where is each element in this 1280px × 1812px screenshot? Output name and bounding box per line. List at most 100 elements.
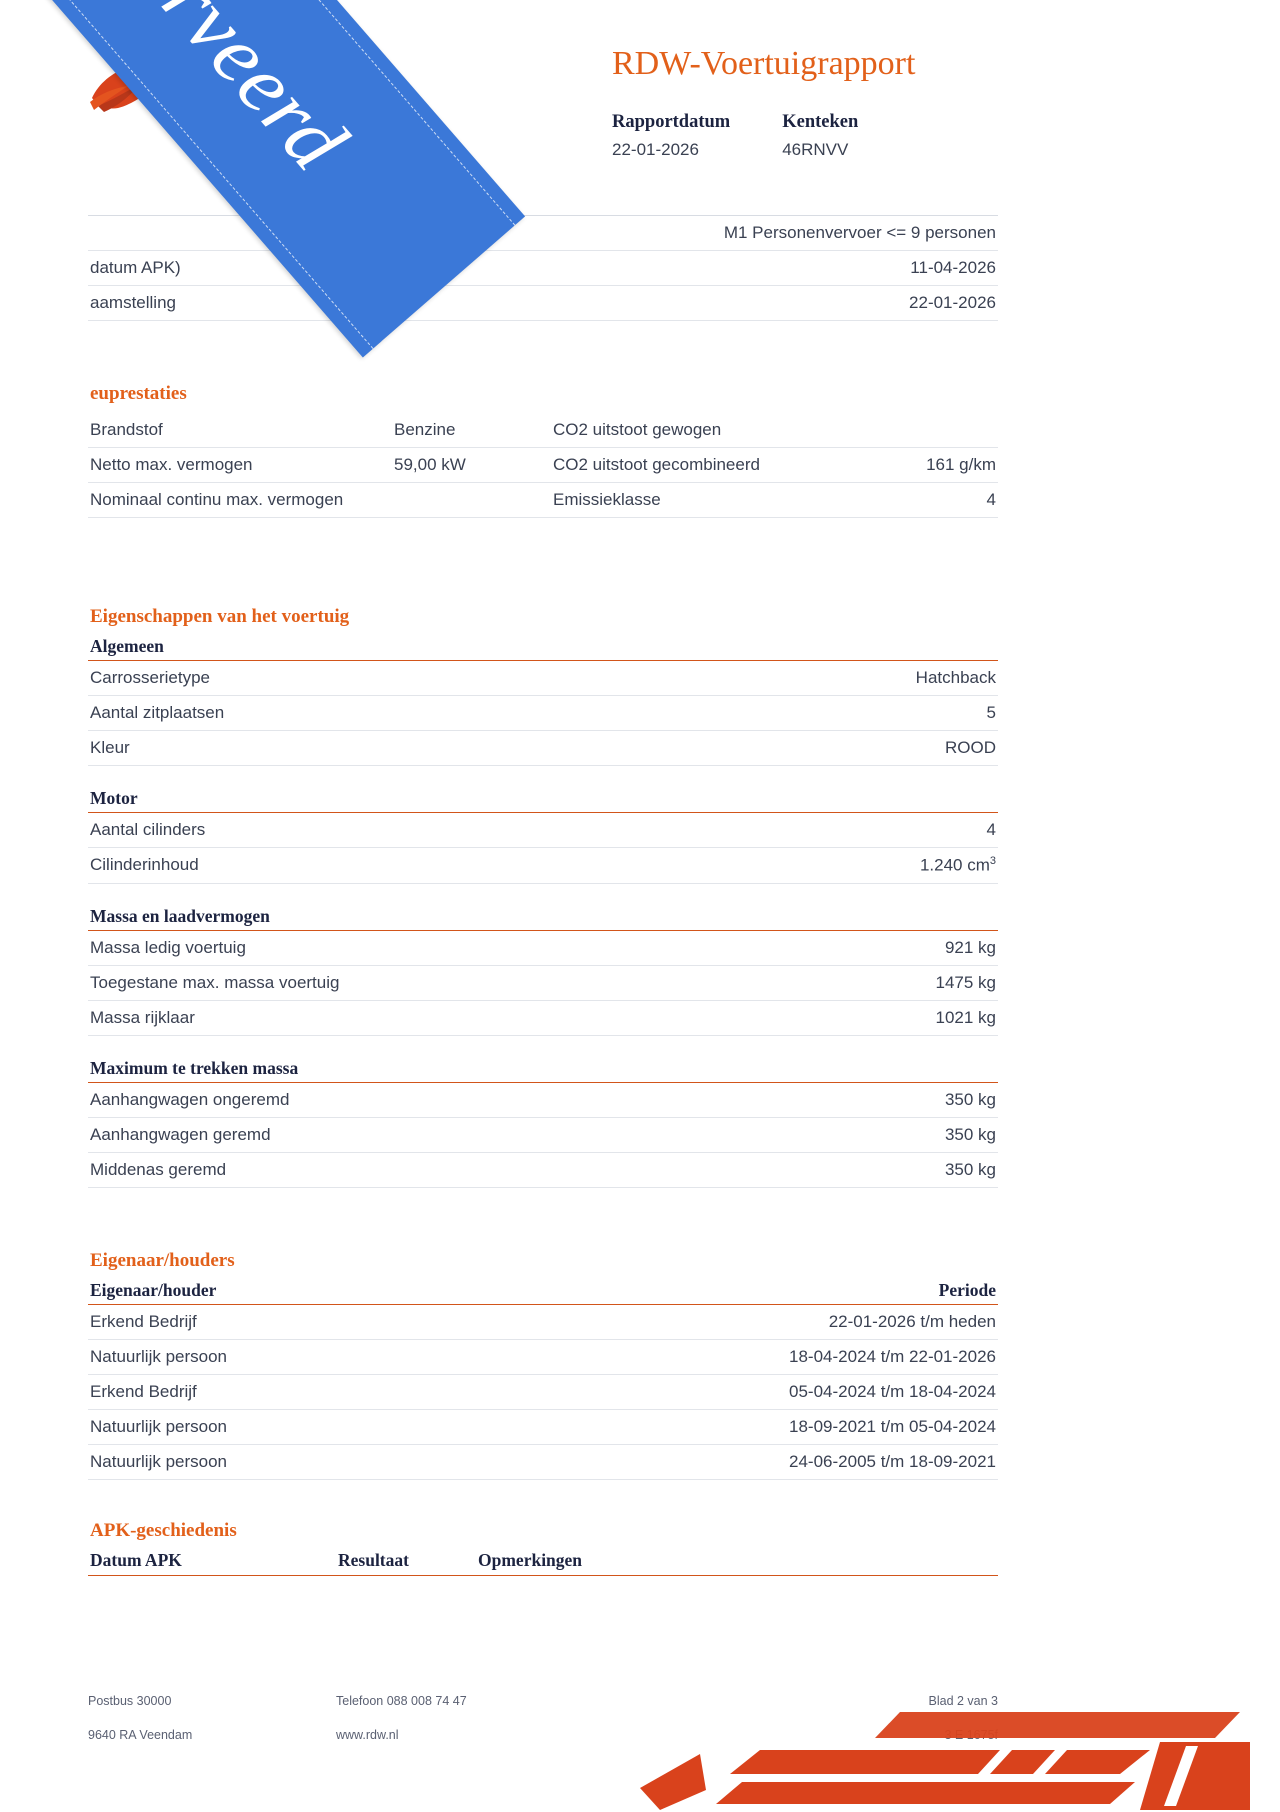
rdw-logo-text: RDW (176, 53, 287, 104)
row-value-2 (825, 413, 998, 448)
table-row: Massa ledig voertuig 921 kg (88, 930, 998, 966)
row-label: Netto max. vermogen (88, 447, 392, 483)
apk-col-date: Datum APK (90, 1549, 182, 1570)
apk-header-row: Datum APK Resultaat Opmerkingen (88, 1550, 998, 1571)
document-header: RDW RDW-Voertuigrapport Rapportdatum 22-… (88, 0, 998, 215)
row-value: 11-04-2026 (320, 250, 998, 286)
owners-header-row: Eigenaar/houder Periode (88, 1280, 998, 1301)
row-label: Middenas geremd (88, 1152, 805, 1188)
row-value: 1021 kg (813, 1000, 998, 1036)
footer-row-1: Postbus 30000 Telefoon 088 008 74 47 Bla… (88, 1694, 998, 1708)
table-row: datum APK) 11-04-2026 (88, 250, 998, 286)
row-label: Massa ledig voertuig (88, 930, 814, 966)
rdw-stripes-graphic (640, 1712, 1250, 1810)
owner-name: Erkend Bedrijf (88, 1304, 453, 1340)
row-value: ROOD (653, 730, 998, 766)
table-row: aamstelling 22-01-2026 (88, 285, 998, 321)
footer-phone: Telefoon 088 008 74 47 (336, 1694, 467, 1708)
table-row: Erkend Bedrijf 22-01-2026 t/m heden (88, 1304, 998, 1340)
owner-period: 24-06-2005 t/m 18-09-2021 (452, 1444, 998, 1480)
meta-label: Rapportdatum (612, 112, 731, 132)
section-title: Eigenschappen van het voertuig (90, 606, 350, 627)
row-label: Nominaal continu max. vermogen (88, 482, 392, 518)
row-value: 5 (653, 695, 998, 731)
meta-rapportdatum: Rapportdatum 22-01-2026 (612, 112, 730, 160)
row-value: M1 Personenvervoer <= 9 personen (320, 216, 998, 251)
meta-label: Kenteken (782, 112, 859, 132)
table-row: Aanhangwagen geremd 350 kg (88, 1117, 998, 1153)
algemeen-table: Carrosserietype Hatchback Aantal zitplaa… (88, 661, 998, 766)
divider (88, 1081, 998, 1083)
table-row: Kleur ROOD (88, 730, 998, 766)
owner-name: Natuurlijk persoon (88, 1339, 453, 1375)
divider (88, 812, 998, 813)
section-title: Eigenaar/houders (90, 1249, 235, 1271)
row-label: Aantal cilinders (88, 813, 633, 848)
row-value: 59,00 kW (392, 447, 551, 483)
row-value-2: 4 (825, 482, 998, 518)
owner-period: 05-04-2024 t/m 18-04-2024 (452, 1374, 998, 1410)
table-row: Cilinderinhoud 1.240 cm3 (88, 847, 998, 884)
meta-value: 22-01-2026 (612, 140, 699, 159)
apk-section: APK-geschiedenis Datum APK Resultaat Opm… (88, 1520, 998, 1576)
owners-table: Erkend Bedrijf 22-01-2026 t/m heden Natu… (88, 1304, 998, 1480)
motor-table: Aantal cilinders 4 Cilinderinhoud 1.240 … (88, 813, 998, 884)
row-label: Aantal zitplaatsen (88, 695, 654, 731)
footer-address-line2: 9640 RA Veendam (88, 1728, 193, 1742)
row-label: Aanhangwagen geremd (88, 1117, 805, 1153)
divider (88, 1303, 998, 1305)
table-row: Brandstof Benzine CO2 uitstoot gewogen (88, 413, 998, 448)
row-value-2: 161 g/km (825, 447, 998, 483)
table-row: Carrosserietype Hatchback (88, 661, 998, 696)
row-label-2: CO2 uitstoot gewogen (551, 413, 825, 448)
row-label (88, 216, 321, 251)
table-row: M1 Personenvervoer <= 9 personen (88, 216, 998, 251)
row-label: Cilinderinhoud (88, 847, 633, 884)
row-value: 350 kg (804, 1082, 998, 1118)
group-title-massa: Massa en laadvermogen (90, 905, 270, 926)
bottom-decorative-graphic (0, 1692, 1280, 1812)
divider (88, 215, 998, 216)
row-value: 921 kg (813, 930, 998, 966)
group-title-trekken: Maximum te trekken massa (90, 1057, 299, 1078)
owners-section: Eigenaar/houders Eigenaar/houder Periode… (88, 1250, 998, 1480)
meta-value: 46RNVV (782, 140, 849, 159)
row-value: Hatchback (653, 661, 998, 696)
row-label-2: Emissieklasse (551, 482, 825, 518)
row-label: Brandstof (88, 413, 392, 448)
row-value (392, 482, 551, 518)
row-label: datum APK) (88, 250, 321, 286)
apk-col-remarks: Opmerkingen (478, 1549, 583, 1570)
table-row: Natuurlijk persoon 18-09-2021 t/m 05-04-… (88, 1409, 998, 1445)
properties-section: Eigenschappen van het voertuig Algemeen … (88, 606, 998, 1188)
divider (88, 929, 998, 931)
table-row: Natuurlijk persoon 18-04-2024 t/m 22-01-… (88, 1339, 998, 1375)
row-label: Toegestane max. massa voertuig (88, 965, 814, 1001)
row-label-2: CO2 uitstoot gecombineerd (551, 447, 825, 483)
overview-section: M1 Personenvervoer <= 9 personen datum A… (88, 215, 998, 321)
row-value: 350 kg (804, 1117, 998, 1153)
row-value: Benzine (392, 413, 551, 448)
section-title: euprestaties (90, 383, 187, 404)
owner-name: Erkend Bedrijf (88, 1374, 453, 1410)
section-title: APK-geschiedenis (90, 1519, 237, 1541)
row-label: aamstelling (88, 285, 321, 321)
row-label: Massa rijklaar (88, 1000, 814, 1036)
row-value: 4 (632, 813, 998, 848)
report-meta: Rapportdatum 22-01-2026 Kenteken 46RNVV (612, 112, 910, 160)
row-value: 1.240 cm3 (632, 847, 998, 884)
divider (88, 660, 998, 661)
owner-period: 18-04-2024 t/m 22-01-2026 (452, 1339, 998, 1375)
row-value: 1475 kg (813, 965, 998, 1001)
table-row: Netto max. vermogen 59,00 kW CO2 uitstoo… (88, 447, 998, 483)
table-row: Aanhangwagen ongeremd 350 kg (88, 1082, 998, 1118)
table-row: Aantal zitplaatsen 5 (88, 695, 998, 731)
footer-page-number: Blad 2 van 3 (928, 1694, 999, 1708)
footer-website[interactable]: www.rdw.nl (336, 1728, 399, 1742)
owner-name: Natuurlijk persoon (88, 1409, 453, 1445)
table-row: Massa rijklaar 1021 kg (88, 1000, 998, 1036)
owners-col-owner: Eigenaar/houder (90, 1279, 217, 1300)
massa-table: Massa ledig voertuig 921 kg Toegestane m… (88, 930, 998, 1036)
overview-table: M1 Personenvervoer <= 9 personen datum A… (88, 216, 998, 321)
